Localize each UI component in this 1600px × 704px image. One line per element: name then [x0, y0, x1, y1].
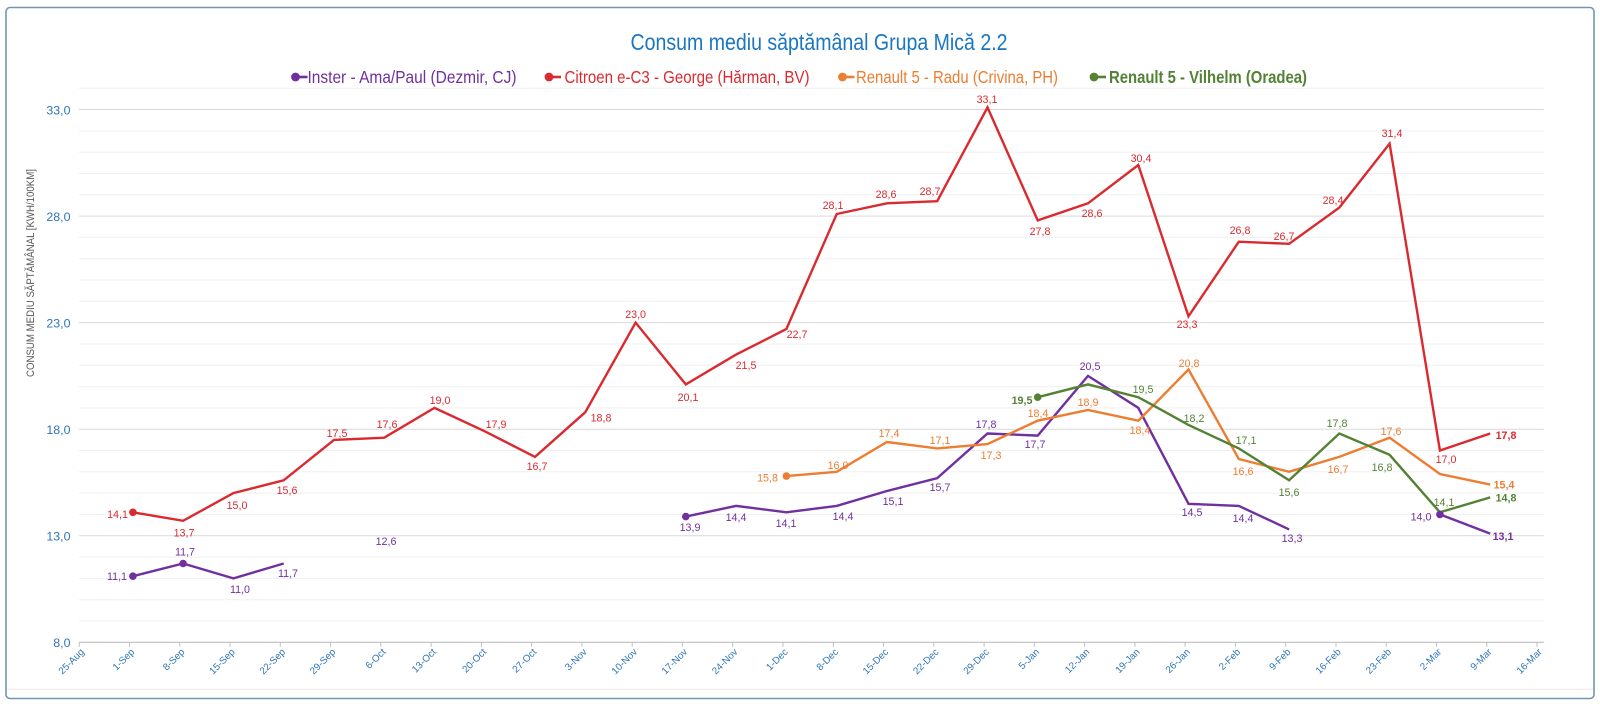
svg-text:17,4: 17,4 [879, 428, 900, 440]
svg-text:Renault 5 - Vilhelm (Oradea): Renault 5 - Vilhelm (Oradea) [1109, 67, 1307, 87]
svg-text:23,0: 23,0 [46, 316, 70, 330]
svg-text:Consum mediu săptămânal Grupa: Consum mediu săptămânal Grupa Mică 2.2 [631, 29, 1008, 55]
svg-text:30,4: 30,4 [1131, 153, 1152, 165]
svg-text:17,8: 17,8 [1496, 430, 1517, 442]
svg-text:18,0: 18,0 [46, 423, 70, 437]
svg-text:18,8: 18,8 [591, 412, 612, 424]
svg-text:16,7: 16,7 [1328, 464, 1349, 476]
svg-text:15,8: 15,8 [757, 472, 778, 484]
svg-text:33,0: 33,0 [46, 103, 70, 117]
svg-text:19,0: 19,0 [430, 395, 451, 407]
svg-text:19,5: 19,5 [1133, 384, 1154, 396]
svg-text:17,0: 17,0 [1436, 454, 1457, 466]
svg-text:28,7: 28,7 [920, 186, 941, 198]
svg-text:17,8: 17,8 [976, 419, 997, 431]
svg-text:15,6: 15,6 [1279, 487, 1300, 499]
svg-text:21,5: 21,5 [736, 360, 757, 372]
svg-text:28,4: 28,4 [1323, 195, 1344, 207]
svg-text:27,8: 27,8 [1030, 226, 1051, 238]
svg-text:33,1: 33,1 [977, 94, 998, 106]
svg-text:14,4: 14,4 [726, 512, 747, 524]
svg-text:14,0: 14,0 [1411, 512, 1432, 524]
svg-text:18,9: 18,9 [1078, 397, 1099, 409]
svg-text:17,7: 17,7 [1025, 439, 1046, 451]
svg-text:12,6: 12,6 [376, 536, 397, 548]
svg-text:17,6: 17,6 [1381, 426, 1402, 438]
svg-text:17,1: 17,1 [1236, 435, 1257, 447]
svg-text:17,8: 17,8 [1327, 418, 1348, 430]
svg-text:14,4: 14,4 [833, 511, 854, 523]
svg-text:20,5: 20,5 [1080, 361, 1101, 373]
svg-text:20,1: 20,1 [678, 392, 699, 404]
svg-text:16,6: 16,6 [1233, 466, 1254, 478]
svg-text:26,8: 26,8 [1230, 225, 1251, 237]
svg-text:28,6: 28,6 [1082, 208, 1103, 220]
svg-text:31,4: 31,4 [1382, 128, 1403, 140]
svg-text:13,3: 13,3 [1282, 533, 1303, 545]
svg-text:26,7: 26,7 [1274, 231, 1295, 243]
svg-text:17,6: 17,6 [377, 419, 398, 431]
svg-text:14,5: 14,5 [1182, 507, 1203, 519]
svg-text:16,0: 16,0 [828, 460, 849, 472]
svg-text:CONSUM MEDIU SĂPTĂMÂNAL [KWH/1: CONSUM MEDIU SĂPTĂMÂNAL [KWH/100KM] [24, 169, 37, 377]
svg-text:22,7: 22,7 [787, 329, 808, 341]
svg-text:11,0: 11,0 [230, 584, 250, 596]
svg-text:16,7: 16,7 [527, 461, 548, 473]
svg-text:13,9: 13,9 [680, 522, 701, 534]
svg-text:18,2: 18,2 [1184, 413, 1205, 425]
svg-text:17,1: 17,1 [930, 435, 951, 447]
svg-text:23,3: 23,3 [1177, 319, 1198, 331]
svg-text:28,6: 28,6 [876, 189, 897, 201]
svg-text:Citroen e-C3 - George (Hărman,: Citroen e-C3 - George (Hărman, BV) [565, 67, 810, 87]
svg-text:15,4: 15,4 [1494, 479, 1515, 491]
svg-text:13,0: 13,0 [46, 530, 70, 544]
svg-text:28,1: 28,1 [823, 200, 844, 212]
svg-text:14,1: 14,1 [1434, 497, 1455, 509]
svg-text:15,6: 15,6 [277, 485, 298, 497]
svg-text:19,5: 19,5 [1012, 395, 1033, 407]
svg-text:13,1: 13,1 [1493, 531, 1514, 543]
svg-text:15,1: 15,1 [883, 496, 904, 508]
svg-text:16,8: 16,8 [1372, 462, 1393, 474]
svg-text:14,8: 14,8 [1496, 492, 1517, 504]
svg-text:17,9: 17,9 [486, 419, 507, 431]
svg-text:Renault 5 - Radu (Crivina, PH): Renault 5 - Radu (Crivina, PH) [856, 67, 1058, 87]
svg-text:11,7: 11,7 [175, 546, 195, 558]
svg-text:14,1: 14,1 [776, 518, 797, 530]
svg-text:11,7: 11,7 [278, 568, 298, 580]
svg-text:18,4: 18,4 [1028, 408, 1049, 420]
svg-text:23,0: 23,0 [625, 309, 646, 321]
svg-text:18,4: 18,4 [1130, 425, 1151, 437]
svg-text:17,5: 17,5 [327, 428, 348, 440]
svg-text:14,1: 14,1 [107, 509, 128, 521]
svg-text:28,0: 28,0 [46, 210, 70, 224]
svg-text:11,1: 11,1 [107, 571, 127, 583]
svg-text:8,0: 8,0 [53, 636, 70, 650]
svg-text:13,7: 13,7 [174, 527, 195, 539]
svg-text:15,0: 15,0 [227, 500, 248, 512]
svg-text:17,3: 17,3 [981, 450, 1002, 462]
svg-text:Inster - Ama/Paul (Dezmir, CJ): Inster - Ama/Paul (Dezmir, CJ) [308, 67, 517, 87]
svg-text:20,8: 20,8 [1179, 358, 1200, 370]
svg-text:15,7: 15,7 [930, 482, 951, 494]
svg-text:14,4: 14,4 [1233, 513, 1254, 525]
